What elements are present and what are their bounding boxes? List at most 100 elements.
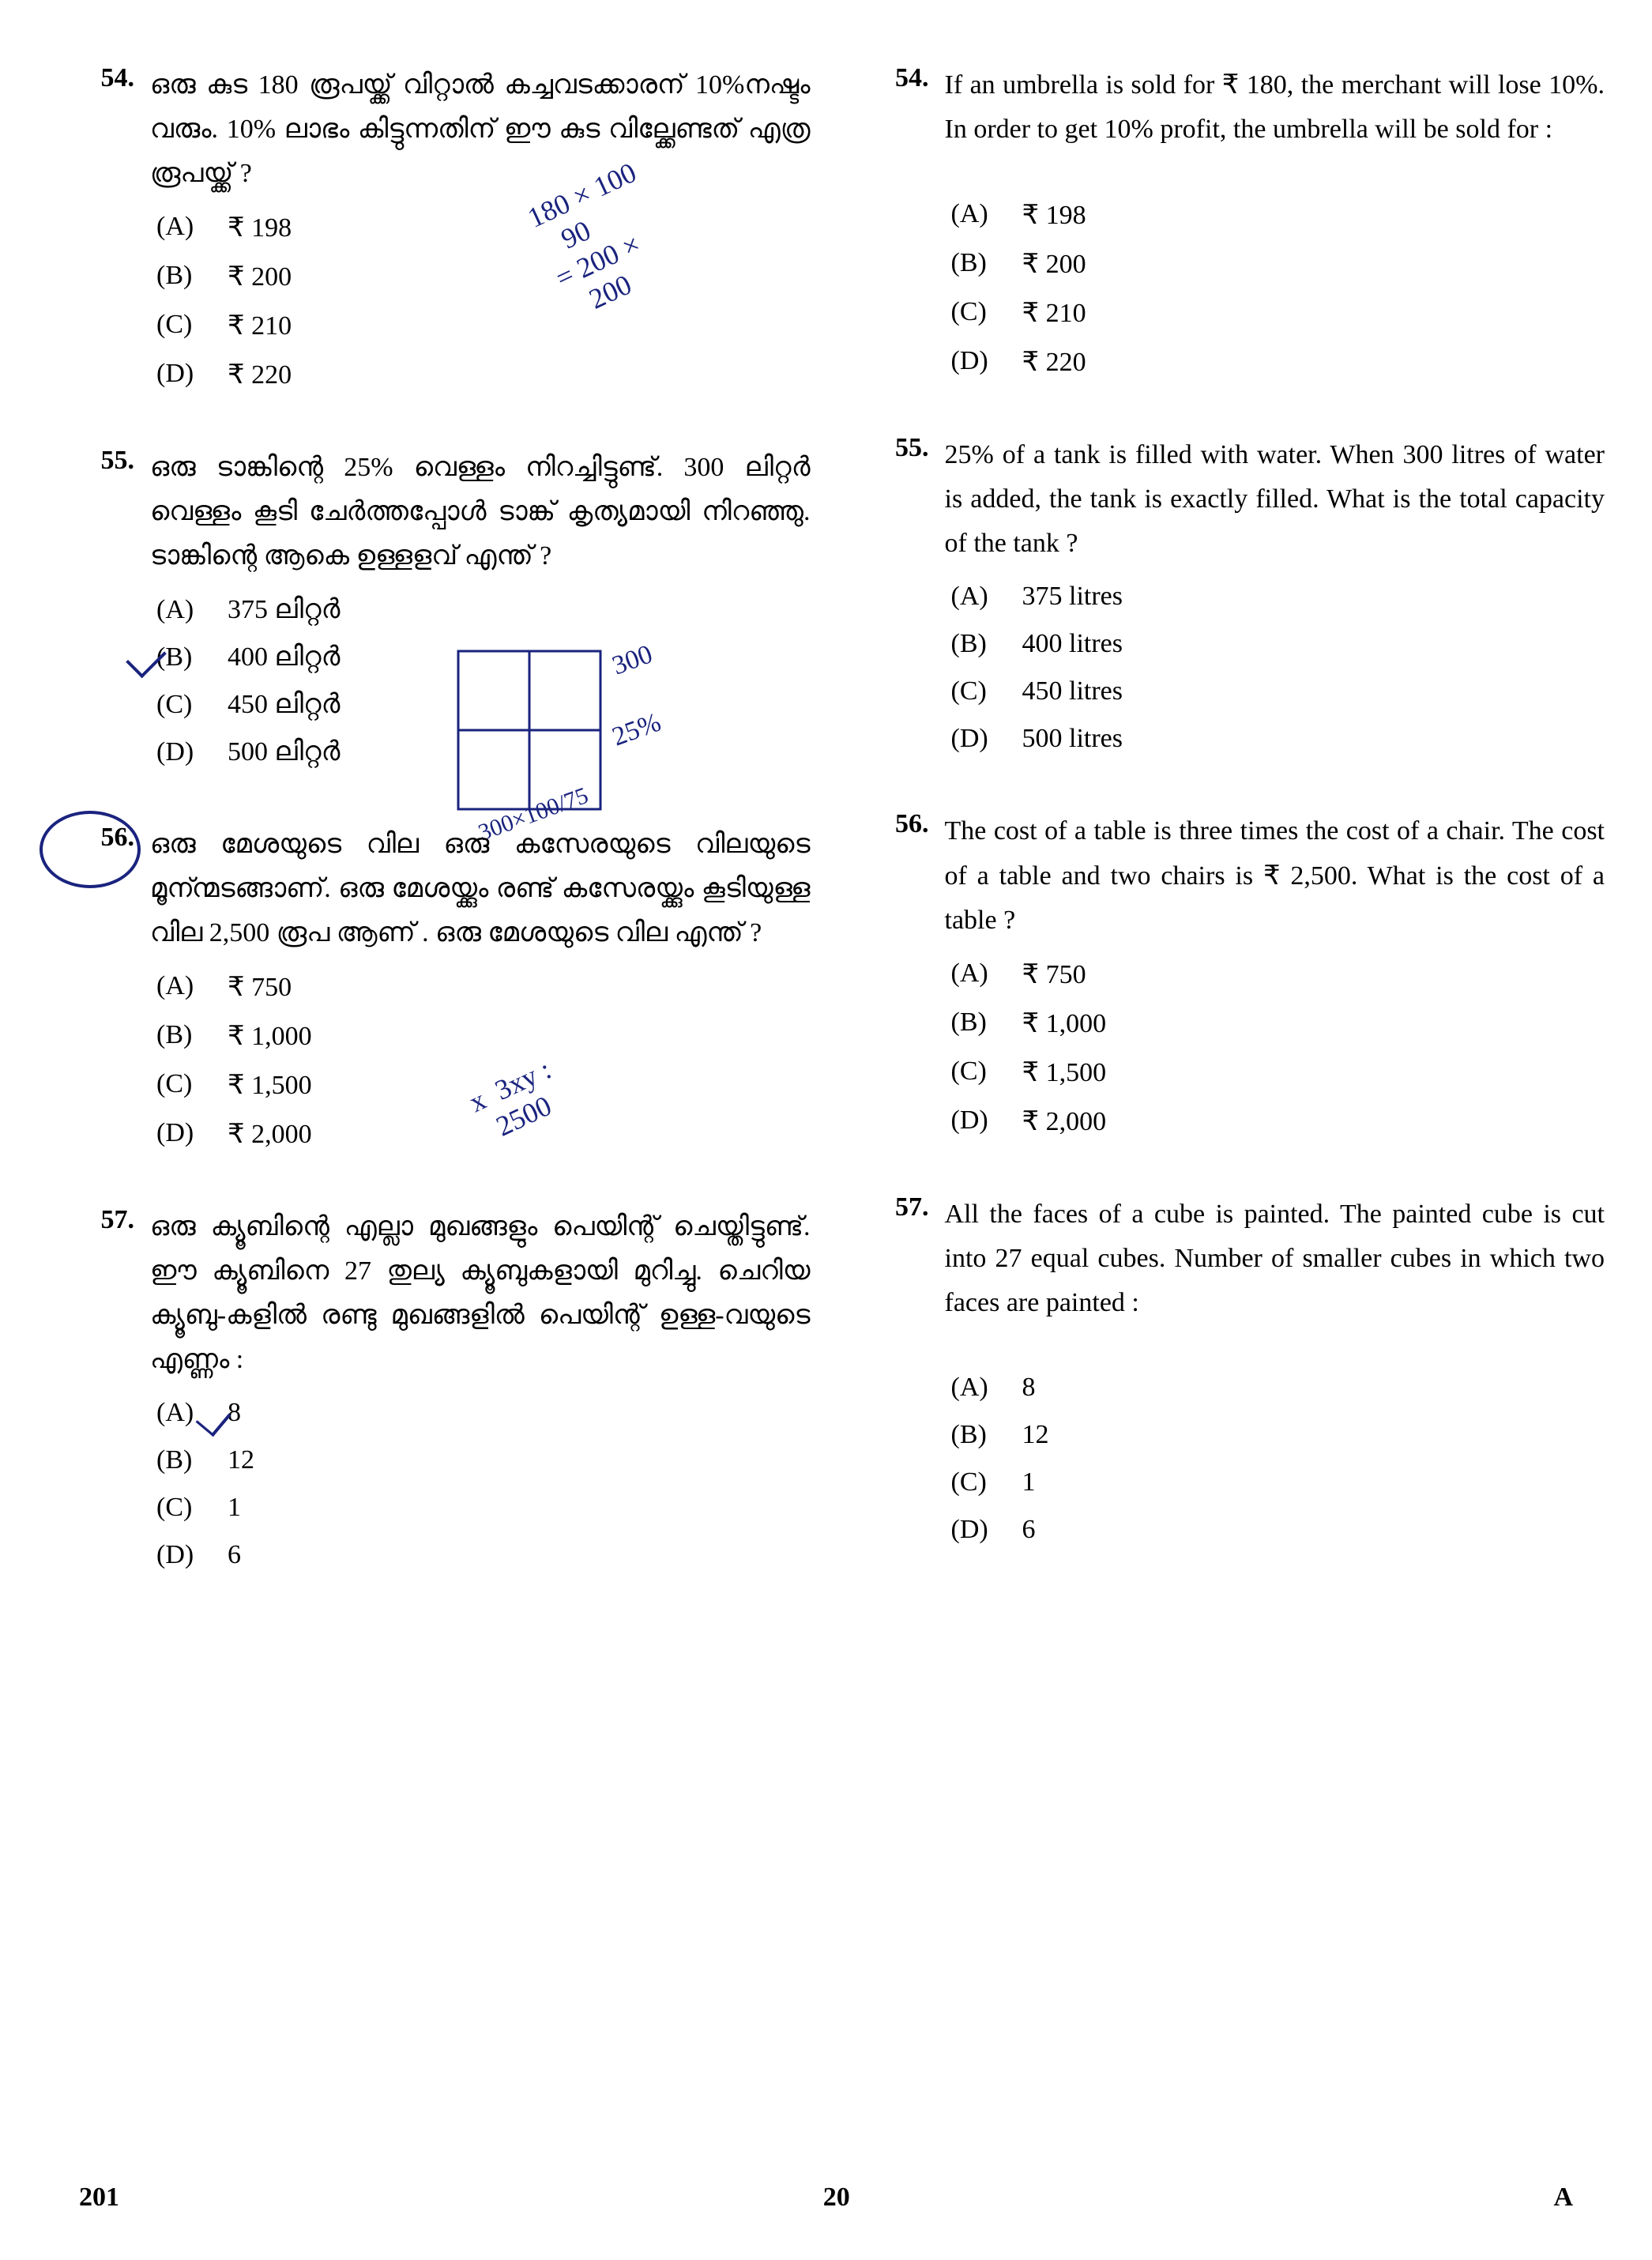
option-a: (A) 375 litres — [951, 582, 1605, 612]
option-value: 450 litres — [1022, 676, 1123, 706]
option-c: (C) 450 ലിറ്റർ — [156, 690, 811, 720]
left-column: 54. ഒരു കുട 180 രൂപയ്ക്ക് വിറ്റാൽ കച്ചവട… — [79, 63, 811, 1625]
option-label: (B) — [951, 1420, 1007, 1450]
option-value: 8 — [1022, 1373, 1036, 1403]
footer-left: 201 — [79, 2183, 119, 2213]
question-55-en: 55. 25% of a tank is filled with water. … — [874, 433, 1605, 754]
footer-right: A — [1553, 2183, 1573, 2213]
option-value: 8 — [228, 1398, 241, 1428]
question-number: 55. — [874, 433, 929, 463]
option-value: 500 litres — [1022, 724, 1123, 754]
option-a: (A)₹ 198 — [951, 199, 1605, 231]
option-value: ₹ 220 — [1022, 346, 1086, 378]
option-value: ₹ 1,000 — [1022, 1008, 1107, 1039]
option-value: ₹ 750 — [1022, 959, 1086, 990]
option-label: (D) — [156, 1118, 212, 1150]
option-label: (A) — [156, 1398, 212, 1428]
option-d: (D) 500 litres — [951, 724, 1605, 754]
option-a: (A) 8 — [156, 1398, 811, 1428]
option-a: (A)375 ലിറ്റർ — [156, 595, 811, 625]
question-54-en: 54. If an umbrella is sold for ₹ 180, th… — [874, 63, 1605, 378]
option-value: ₹ 200 — [228, 261, 292, 292]
option-d: (D)6 — [156, 1540, 811, 1570]
options-list: (A) 8 (B) 12 (C)1 (D)6 — [156, 1398, 811, 1570]
page-footer: 201 20 A — [0, 2183, 1652, 2213]
option-label: (C) — [156, 1069, 212, 1101]
option-c: (C) ₹ 1,500 — [156, 1069, 811, 1101]
question-number: 57. — [79, 1205, 134, 1235]
question-55-ml: 55. ഒരു ടാങ്കിന്റെ 25% വെള്ളം നിറച്ചിട്ട… — [79, 446, 811, 767]
option-value: ₹ 210 — [1022, 297, 1086, 329]
two-column-layout: 54. ഒരു കുട 180 രൂപയ്ക്ക് വിറ്റാൽ കച്ചവട… — [79, 63, 1605, 1625]
options-list: (A) ₹ 750 (B) ₹ 1,000 (C) ₹ 1,500 (D) ₹ 2,00… — [951, 959, 1605, 1137]
option-b: (B)₹ 200 — [156, 261, 811, 292]
question-56-ml: 56. ഒരു മേശയുടെ വില ഒരു കസേരയുടെ വിലയുടെ… — [79, 823, 811, 1150]
option-label: (D) — [951, 1515, 1007, 1545]
option-d: (D)₹ 2,000 — [156, 1118, 811, 1150]
option-b: (B) 12 — [951, 1420, 1605, 1450]
option-label: (B) — [156, 642, 212, 672]
option-label: (A) — [951, 959, 1007, 990]
option-label: (A) — [156, 212, 212, 243]
question-number: 54. — [874, 63, 929, 93]
question-text: 25% of a tank is filled with water. When… — [945, 433, 1605, 566]
option-value: ₹ 2,000 — [1022, 1106, 1107, 1137]
question-number: 54. — [79, 63, 134, 93]
option-b: (B) ₹ 1,000 — [951, 1008, 1605, 1039]
option-d: (D) ₹ 220 — [156, 359, 811, 390]
option-value: 12 — [228, 1445, 254, 1475]
option-value: 12 — [1022, 1420, 1049, 1450]
question-text: The cost of a table is three times the c… — [945, 809, 1605, 942]
options-list: (A)₹ 198 (B) ₹ 200 (C) ₹ 210 (D)₹ 220 — [951, 199, 1605, 378]
option-d: (D)500 ലിറ്റർ — [156, 737, 811, 767]
option-value: ₹ 220 — [228, 359, 292, 390]
option-value: ₹ 1,000 — [228, 1020, 312, 1052]
option-value: 400 ലിറ്റർ — [228, 642, 340, 672]
option-value: ₹ 1,500 — [228, 1069, 312, 1101]
option-value: ₹ 210 — [228, 310, 292, 341]
option-value: ₹ 1,500 — [1022, 1057, 1107, 1088]
option-label: (B) — [156, 1445, 212, 1475]
option-value: ₹ 198 — [228, 212, 292, 243]
option-value: 1 — [1022, 1467, 1036, 1497]
option-label: (B) — [951, 1008, 1007, 1039]
option-c: (C) ₹ 210 — [951, 297, 1605, 329]
option-value: ₹ 750 — [228, 971, 292, 1003]
option-a: (A)8 — [951, 1373, 1605, 1403]
option-value: 450 ലിറ്റർ — [228, 690, 340, 720]
option-label: (D) — [951, 724, 1007, 754]
options-list: (A) ₹ 198 (B)₹ 200 (C)₹ 210 (D) ₹ 220 — [156, 212, 811, 390]
option-b: (B) 12 — [156, 1445, 811, 1475]
option-label: (B) — [951, 248, 1007, 280]
option-label: (C) — [951, 1057, 1007, 1088]
option-label: (B) — [156, 1020, 212, 1052]
option-value: 375 ലിറ്റർ — [228, 595, 340, 625]
option-a: (A) ₹ 198 — [156, 212, 811, 243]
option-d: (D)6 — [951, 1515, 1605, 1545]
option-label: (D) — [951, 1106, 1007, 1137]
option-c: (C) 1 — [951, 1467, 1605, 1497]
question-56-en: 56. The cost of a table is three times t… — [874, 809, 1605, 1136]
footer-center: 20 — [823, 2183, 850, 2213]
option-label: (C) — [951, 297, 1007, 329]
option-value: 500 ലിറ്റർ — [228, 737, 340, 767]
option-c: (C) ₹ 1,500 — [951, 1057, 1605, 1088]
question-number: 56. — [874, 809, 929, 839]
option-c: (C)1 — [156, 1493, 811, 1523]
option-value: ₹ 200 — [1022, 248, 1086, 280]
option-label: (A) — [951, 582, 1007, 612]
question-text: ഒരു കുട 180 രൂപയ്ക്ക് വിറ്റാൽ കച്ചവടക്കാ… — [150, 63, 811, 196]
question-number: 57. — [874, 1192, 929, 1222]
option-c: (C)₹ 210 — [156, 310, 811, 341]
question-text: If an umbrella is sold for ₹ 180, the me… — [945, 63, 1605, 152]
option-value: 375 litres — [1022, 582, 1123, 612]
question-text: ഒരു ക്യൂബിന്റെ എല്ലാ മുഖങ്ങളും പെയിന്റ് … — [150, 1205, 811, 1382]
option-value: 6 — [228, 1540, 241, 1570]
option-label: (C) — [951, 1467, 1007, 1497]
option-b: (B) ₹ 1,000 — [156, 1020, 811, 1052]
option-label: (C) — [156, 690, 212, 720]
option-b: (B)400 litres — [951, 629, 1605, 659]
option-d: (D)₹ 220 — [951, 346, 1605, 378]
question-57-en: 57. All the faces of a cube is painted. … — [874, 1192, 1605, 1545]
option-label: (D) — [156, 359, 212, 390]
